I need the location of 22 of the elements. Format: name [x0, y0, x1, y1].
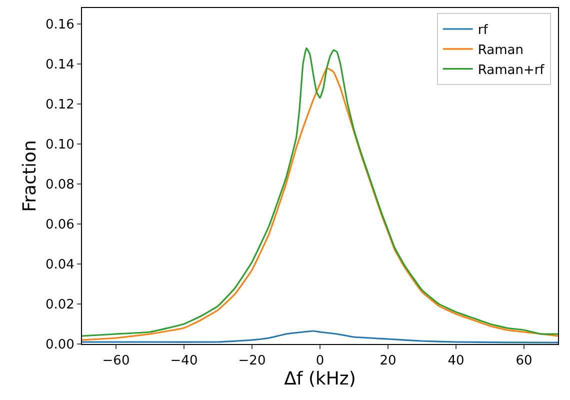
legend-label: Raman [478, 42, 524, 58]
x-tick-label: −60 [102, 354, 130, 369]
y-tick-label: 0.12 [45, 98, 74, 113]
x-tick-label: −20 [238, 354, 266, 369]
y-tick-label: 0.02 [45, 298, 74, 313]
x-tick-label: 60 [516, 354, 532, 369]
y-axis-title: Fraction [20, 140, 41, 212]
legend-label: Raman+rf [478, 62, 545, 78]
x-tick-label: −40 [170, 354, 198, 369]
line-series [82, 330, 558, 344]
x-tick-label: 0 [316, 354, 324, 369]
x-tick-label: 20 [380, 354, 396, 369]
y-tick-label: 0.08 [45, 178, 74, 193]
y-tick-label: 0.16 [45, 18, 74, 33]
y-tick-label: 0.04 [45, 258, 74, 273]
y-tick-label: 0.06 [45, 218, 74, 233]
legend-label: rf [478, 23, 488, 38]
y-tick-label: 0.14 [45, 58, 74, 73]
x-axis-title: Δf (kHz) [284, 368, 356, 390]
y-tick-label: 0.10 [45, 138, 74, 153]
y-tick-label: 0.00 [45, 338, 74, 353]
x-tick-label: 40 [448, 354, 464, 369]
